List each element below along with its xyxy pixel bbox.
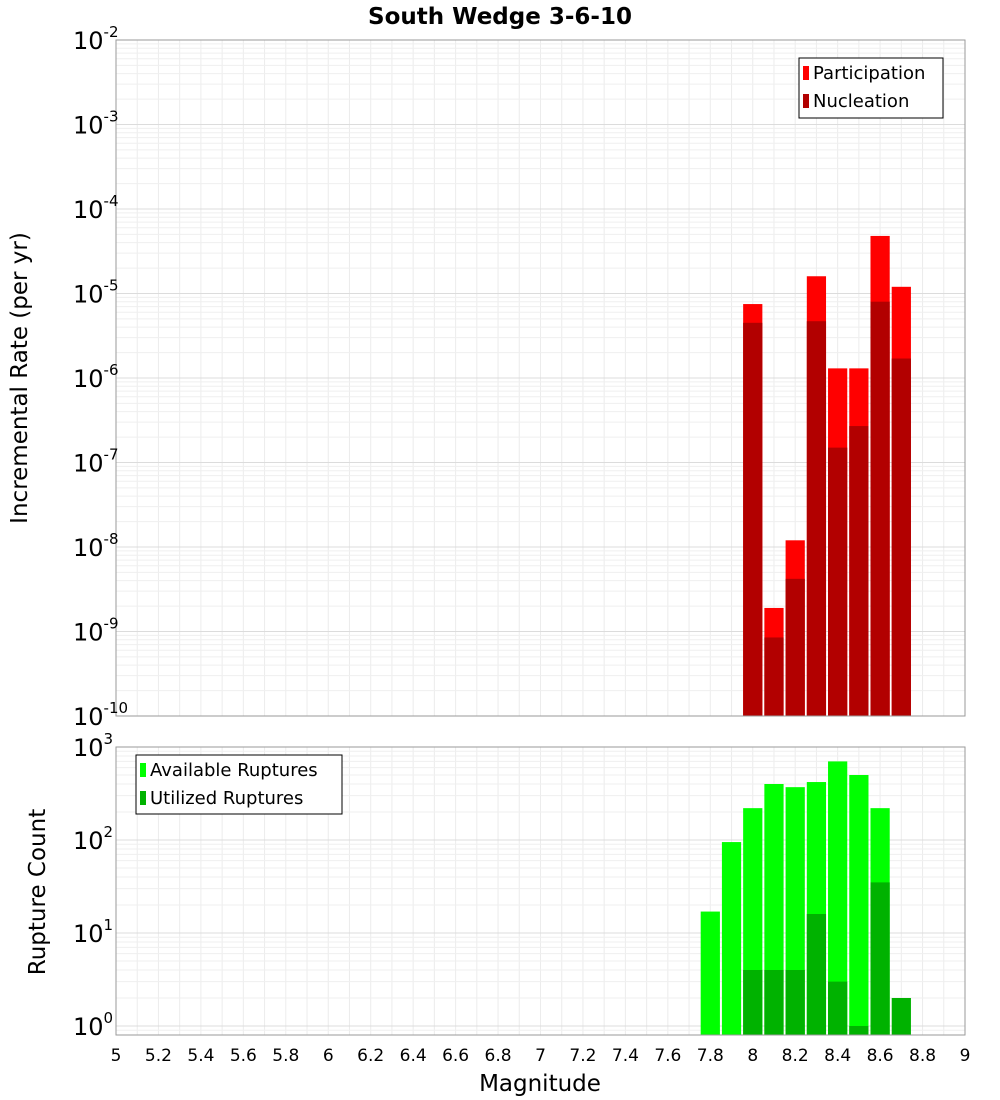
legend-entry: Participation [813, 63, 925, 84]
top-plot-bars [743, 235, 911, 716]
bottom-y-tick-label: 100 [73, 1009, 113, 1041]
top-y-tick-label: 10-2 [73, 23, 119, 55]
top-plot-y-ticks: 10-10 10-9 10-8 10-7 10-6 10-5 10-4 10-3 10-2 [73, 23, 128, 731]
x-tick-label: 7.4 [612, 1046, 639, 1066]
legend-swatch [140, 763, 146, 777]
legend-box [798, 57, 944, 119]
x-tick-label: 8.4 [824, 1046, 851, 1066]
bottom-y-tick-label: 101 [73, 916, 113, 948]
top-bar-nucleation [785, 578, 805, 716]
bottom-bar-utilized-ruptures [806, 914, 827, 1035]
x-tick-label: 8.6 [867, 1046, 894, 1066]
x-tick-label: 6.4 [400, 1046, 427, 1066]
legend-entry: Nucleation [813, 91, 909, 112]
bottom-bar-available-ruptures [828, 761, 848, 1035]
legend-swatch [803, 94, 809, 108]
x-axis-ticks: 5 5.2 5.4 5.6 5.8 6 6.2 6.4 6.6 6.8 7 7.2 7.4 7.6 7.8 8… [111, 1046, 971, 1066]
legend-entry: Utilized Ruptures [150, 788, 303, 809]
top-bar-nucleation [764, 637, 784, 716]
bottom-bar-utilized-ruptures [891, 997, 911, 1035]
bottom-plot: 100 101 102 103 5 5.2 5.4 5.6 5.8 6 6.2 6.4 6.6 6.8 7… [25, 730, 970, 1097]
top-y-tick-label: 10-8 [73, 530, 119, 562]
legend-swatch [140, 791, 146, 805]
legend-box [135, 754, 343, 815]
x-tick-label: 7.8 [697, 1046, 724, 1066]
x-tick-label: 5.2 [145, 1046, 172, 1066]
top-y-tick-label: 10-6 [73, 361, 119, 393]
top-y-tick-label: 10-5 [73, 277, 119, 309]
x-tick-label: 7.2 [569, 1046, 596, 1066]
bottom-y-tick-label: 102 [73, 823, 113, 855]
bottom-bar-utilized-ruptures [828, 981, 848, 1035]
x-tick-label: 8.2 [782, 1046, 809, 1066]
x-tick-label: 8 [747, 1046, 758, 1066]
legend-swatch [803, 66, 809, 80]
x-tick-label: 5.6 [230, 1046, 257, 1066]
top-y-tick-label: 10-4 [73, 192, 119, 224]
x-tick-label: 5 [111, 1046, 122, 1066]
bottom-plot-y-ticks: 100 101 102 103 [73, 730, 113, 1041]
x-tick-label: 8.8 [909, 1046, 936, 1066]
x-axis-label: Magnitude [479, 1071, 601, 1097]
bottom-bar-utilized-ruptures [849, 1025, 869, 1035]
bottom-legend: Available Ruptures Utilized Ruptures [135, 754, 343, 815]
x-tick-label: 7 [535, 1046, 546, 1066]
chart-title: South Wedge 3-6-10 [368, 4, 632, 30]
bottom-plot-bars [700, 761, 911, 1035]
x-tick-label: 7.6 [654, 1046, 681, 1066]
top-bar-nucleation [743, 322, 763, 716]
top-bar-nucleation [806, 321, 827, 716]
bottom-bar-available-ruptures [721, 842, 742, 1035]
bottom-bar-utilized-ruptures [785, 969, 805, 1035]
bottom-y-axis-label: Rupture Count [25, 809, 51, 975]
bottom-bar-available-ruptures [849, 774, 869, 1035]
top-legend: Participation Nucleation [798, 57, 944, 119]
bottom-bar-utilized-ruptures [764, 969, 784, 1035]
top-y-tick-label: 10-3 [73, 108, 119, 140]
top-bar-nucleation [891, 358, 911, 716]
top-plot: 10-10 10-9 10-8 10-7 10-6 10-5 10-4 10-3 10-2 In… [7, 23, 966, 731]
x-tick-label: 9 [960, 1046, 971, 1066]
bottom-bar-utilized-ruptures [743, 969, 763, 1035]
top-y-tick-label: 10-7 [73, 446, 119, 478]
x-tick-label: 6.8 [485, 1046, 512, 1066]
legend-entry: Available Ruptures [150, 760, 318, 781]
bottom-bar-utilized-ruptures [870, 882, 890, 1035]
bottom-y-tick-label: 103 [73, 730, 113, 762]
x-tick-label: 5.8 [272, 1046, 299, 1066]
top-bar-nucleation [828, 447, 848, 716]
top-plot-frame [115, 39, 966, 717]
bottom-plot-frame [115, 746, 966, 1036]
bottom-bar-available-ruptures [700, 911, 720, 1035]
top-bar-nucleation [870, 301, 890, 716]
top-y-tick-label: 10-10 [73, 699, 128, 731]
x-tick-label: 5.4 [187, 1046, 214, 1066]
x-tick-label: 6.2 [357, 1046, 384, 1066]
top-y-tick-label: 10-9 [73, 615, 119, 647]
x-tick-label: 6.6 [442, 1046, 469, 1066]
top-bar-nucleation [849, 426, 869, 716]
x-tick-label: 6 [323, 1046, 334, 1066]
top-y-axis-label: Incremental Rate (per yr) [7, 232, 33, 524]
